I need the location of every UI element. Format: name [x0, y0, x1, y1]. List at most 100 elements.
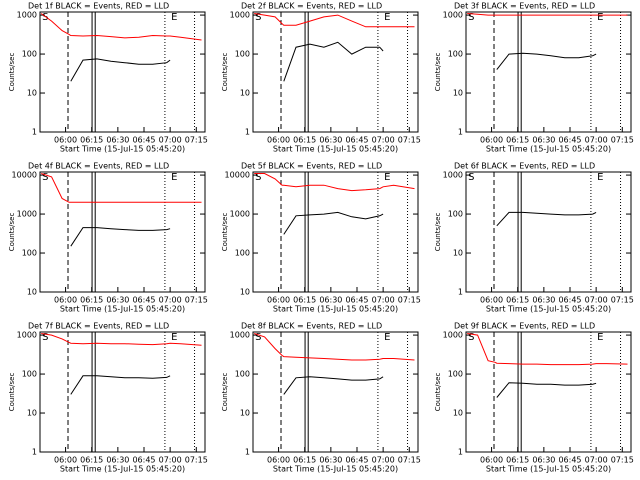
x-axis-label: Start Time (15-Jul-15 05:45:20): [273, 145, 398, 154]
x-axis-label: Start Time (15-Jul-15 05:45:20): [60, 305, 185, 314]
series-line: [70, 58, 171, 82]
y-axis-label: Counts/sec: [434, 373, 442, 412]
y-axis-label: Counts/sec: [8, 373, 16, 412]
marker-label: S: [468, 12, 474, 23]
plot-frame: [252, 11, 419, 133]
series-line: [41, 333, 202, 346]
x-tick-label: 07:00: [372, 136, 395, 145]
x-axis-label: Start Time (15-Jul-15 05:45:20): [486, 145, 611, 154]
x-tick-label: 06:30: [106, 296, 129, 305]
series-line: [254, 333, 415, 361]
chart-title: Det 9f BLACK = Events, RED = LLD: [454, 322, 595, 331]
x-tick-label: 07:00: [159, 456, 182, 465]
marker-label: S: [468, 172, 474, 183]
series-line: [283, 376, 384, 395]
y-tick-label: 1: [245, 448, 250, 457]
x-tick-label: 07:15: [185, 296, 208, 305]
y-axis-label: Counts/sec: [221, 53, 229, 92]
series-line: [283, 41, 384, 82]
x-tick-label: 07:00: [585, 456, 608, 465]
y-tick-label: 10: [27, 288, 37, 297]
x-tick-label: 07:00: [372, 456, 395, 465]
series-line: [283, 211, 384, 235]
x-tick-label: 06:45: [132, 296, 155, 305]
y-tick-label: 1000: [443, 171, 463, 180]
y-tick-label: 1000: [230, 331, 250, 340]
x-tick-label: 07:00: [372, 296, 395, 305]
marker-label: E: [384, 12, 390, 23]
x-tick-label: 06:15: [80, 456, 103, 465]
marker-label: E: [171, 332, 177, 343]
x-tick-label: 06:30: [532, 456, 555, 465]
y-tick-label: 10: [240, 409, 250, 418]
y-tick-label: 100: [235, 370, 250, 379]
panel: Det 6f BLACK = Events, RED = LLD Start Ti…: [434, 162, 634, 314]
y-axis-label: Counts/sec: [221, 373, 229, 412]
series-line: [496, 52, 597, 70]
x-tick-label: 07:00: [159, 136, 182, 145]
series-line: [496, 211, 597, 227]
x-tick-label: 07:15: [611, 456, 634, 465]
panel: Det 8f BLACK = Events, RED = LLD Start Ti…: [221, 322, 421, 474]
y-tick-label: 10: [453, 249, 463, 258]
y-tick-label: 1: [458, 288, 463, 297]
plot-frame: [465, 11, 632, 133]
x-tick-label: 07:15: [398, 296, 421, 305]
x-tick-label: 06:15: [506, 136, 529, 145]
panel: Det 3f BLACK = Events, RED = LLD Start Ti…: [434, 2, 634, 154]
y-tick-label: 1: [458, 128, 463, 137]
x-tick-label: 07:15: [398, 456, 421, 465]
chart-title: Det 6f BLACK = Events, RED = LLD: [454, 162, 595, 171]
chart-title: Det 4f BLACK = Events, RED = LLD: [28, 162, 169, 171]
x-tick-label: 07:00: [159, 296, 182, 305]
marker-label: S: [255, 12, 261, 23]
x-tick-label: 07:15: [185, 136, 208, 145]
x-tick-label: 06:30: [319, 136, 342, 145]
x-tick-label: 06:15: [506, 456, 529, 465]
y-axis-label: Counts/sec: [221, 213, 229, 252]
x-tick-label: 06:00: [54, 136, 77, 145]
marker-label: E: [384, 332, 390, 343]
y-tick-label: 10: [27, 409, 37, 418]
y-tick-label: 10: [27, 89, 37, 98]
x-tick-label: 06:45: [345, 296, 368, 305]
panel: Det 5f BLACK = Events, RED = LLD Start Ti…: [221, 162, 421, 314]
x-axis-label: Start Time (15-Jul-15 05:45:20): [486, 465, 611, 474]
x-tick-label: 06:00: [480, 136, 503, 145]
x-tick-label: 06:00: [480, 296, 503, 305]
series-line: [467, 13, 628, 16]
marker-label: S: [42, 332, 48, 343]
x-tick-label: 06:45: [345, 136, 368, 145]
x-tick-label: 06:15: [506, 296, 529, 305]
x-tick-label: 06:30: [319, 296, 342, 305]
series-line: [40, 13, 202, 41]
y-tick-label: 10000: [12, 171, 37, 180]
y-axis-label: Counts/sec: [434, 213, 442, 252]
y-tick-label: 100: [22, 249, 37, 258]
x-tick-label: 06:15: [293, 456, 316, 465]
marker-label: E: [597, 12, 603, 23]
marker-label: S: [468, 332, 474, 343]
y-tick-label: 1000: [17, 210, 37, 219]
chart-title: Det 2f BLACK = Events, RED = LLD: [241, 2, 382, 11]
marker-label: S: [255, 172, 261, 183]
y-tick-label: 1: [32, 448, 37, 457]
panel: Det 1f BLACK = Events, RED = LLD Start Ti…: [8, 2, 208, 154]
x-axis-label: Start Time (15-Jul-15 05:45:20): [486, 305, 611, 314]
y-axis-label: Counts/sec: [434, 53, 442, 92]
series-line: [70, 227, 171, 247]
y-tick-label: 100: [448, 210, 463, 219]
plot-frame: [465, 331, 632, 453]
chart-title: Det 8f BLACK = Events, RED = LLD: [241, 322, 382, 331]
panel: Det 7f BLACK = Events, RED = LLD Start Ti…: [8, 322, 208, 474]
x-tick-label: 06:45: [558, 136, 581, 145]
chart-title: Det 1f BLACK = Events, RED = LLD: [28, 2, 169, 11]
x-tick-label: 06:30: [319, 456, 342, 465]
plot-frame: [252, 331, 419, 453]
series-line: [41, 173, 202, 203]
series-line: [70, 375, 171, 395]
x-axis-label: Start Time (15-Jul-15 05:45:20): [273, 305, 398, 314]
plot-frame: [252, 171, 419, 293]
y-tick-label: 1000: [17, 11, 37, 20]
panel: Det 2f BLACK = Events, RED = LLD Start Ti…: [221, 2, 421, 154]
